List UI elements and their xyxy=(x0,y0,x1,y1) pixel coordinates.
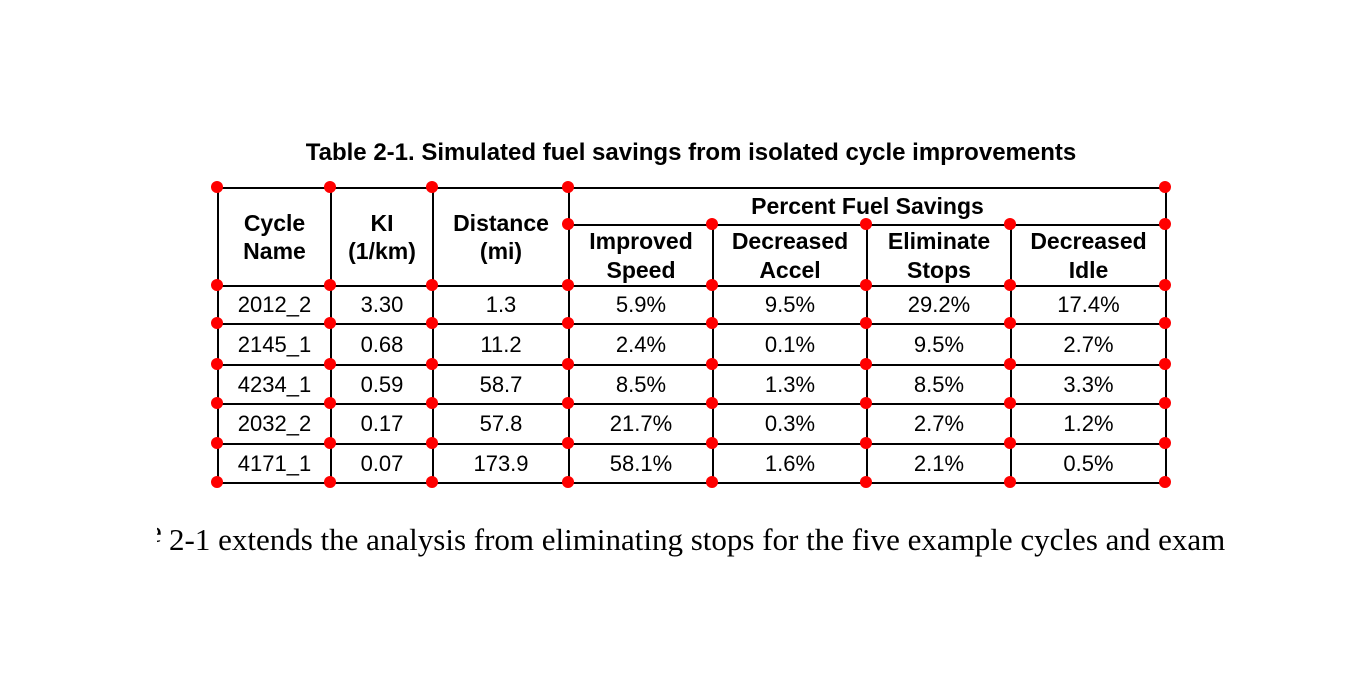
table-row: 4171_1 0.07 173.9 58.1% 1.6% 2.1% 0.5% xyxy=(217,443,1167,484)
cell-improved-speed: 8.5% xyxy=(568,364,714,405)
cell-cycle-name: 2145_1 xyxy=(217,323,332,366)
table-row: 2012_2 3.30 1.3 5.9% 9.5% 29.2% 17.4% xyxy=(217,285,1167,325)
cell-improved-speed: 2.4% xyxy=(568,323,714,366)
cell-decreased-accel: 1.3% xyxy=(712,364,868,405)
col-header-improved-speed: Improved Speed xyxy=(568,224,714,287)
cell-improved-speed: 58.1% xyxy=(568,443,714,484)
cell-decreased-accel: 1.6% xyxy=(712,443,868,484)
cell-cycle-name: 4234_1 xyxy=(217,364,332,405)
cell-ki: 0.68 xyxy=(330,323,434,366)
cell-decreased-idle: 17.4% xyxy=(1010,285,1167,325)
cell-decreased-accel: 0.1% xyxy=(712,323,868,366)
cell-cycle-name: 2032_2 xyxy=(217,403,332,445)
cell-distance: 11.2 xyxy=(432,323,570,366)
cell-eliminate-stops: 9.5% xyxy=(866,323,1012,366)
cell-ki: 0.59 xyxy=(330,364,434,405)
col-header-percent-fuel-savings: Percent Fuel Savings xyxy=(568,187,1167,226)
cell-distance: 58.7 xyxy=(432,364,570,405)
cell-improved-speed: 21.7% xyxy=(568,403,714,445)
table-caption: Table 2-1. Simulated fuel savings from i… xyxy=(305,139,1077,166)
cell-cycle-name: 2012_2 xyxy=(217,285,332,325)
col-header-eliminate-stops: Eliminate Stops xyxy=(866,224,1012,287)
table-row: 2032_2 0.17 57.8 21.7% 0.3% 2.7% 1.2% xyxy=(217,403,1167,445)
table-row: 4234_1 0.59 58.7 8.5% 1.3% 8.5% 3.3% xyxy=(217,364,1167,405)
cell-eliminate-stops: 29.2% xyxy=(866,285,1012,325)
cell-improved-speed: 5.9% xyxy=(568,285,714,325)
cell-decreased-idle: 0.5% xyxy=(1010,443,1167,484)
cell-ki: 0.17 xyxy=(330,403,434,445)
cell-eliminate-stops: 2.7% xyxy=(866,403,1012,445)
cell-decreased-accel: 0.3% xyxy=(712,403,868,445)
cell-eliminate-stops: 8.5% xyxy=(866,364,1012,405)
cell-distance: 57.8 xyxy=(432,403,570,445)
header-row-top: Cycle Name KI (1/km) Distance (mi) Perce… xyxy=(217,187,1167,287)
cell-distance: 173.9 xyxy=(432,443,570,484)
body-text: e2-1 extends the analysis from eliminati… xyxy=(157,514,1225,558)
col-header-ki: KI (1/km) xyxy=(330,187,434,287)
cell-ki: 3.30 xyxy=(330,285,434,325)
col-header-distance: Distance (mi) xyxy=(432,187,570,287)
cell-cycle-name: 4171_1 xyxy=(217,443,332,484)
fuel-savings-table: Cycle Name KI (1/km) Distance (mi) Perce… xyxy=(217,187,1167,484)
col-header-decreased-accel: Decreased Accel xyxy=(712,224,868,287)
table-row: 2145_1 0.68 11.2 2.4% 0.1% 9.5% 2.7% xyxy=(217,323,1167,366)
header-row-sub: Improved Speed Decreased Accel Eliminate… xyxy=(218,224,1167,287)
cell-eliminate-stops: 2.1% xyxy=(866,443,1012,484)
col-header-cycle-name: Cycle Name xyxy=(217,187,332,287)
cell-decreased-idle: 1.2% xyxy=(1010,403,1167,445)
cell-decreased-idle: 2.7% xyxy=(1010,323,1167,366)
cell-ki: 0.07 xyxy=(330,443,434,484)
cell-decreased-idle: 3.3% xyxy=(1010,364,1167,405)
cell-decreased-accel: 9.5% xyxy=(712,285,868,325)
col-header-decreased-idle: Decreased Idle xyxy=(1010,224,1167,287)
clipped-char: e xyxy=(157,514,164,550)
cell-distance: 1.3 xyxy=(432,285,570,325)
body-text-content: 2-1 extends the analysis from eliminatin… xyxy=(169,522,1226,557)
